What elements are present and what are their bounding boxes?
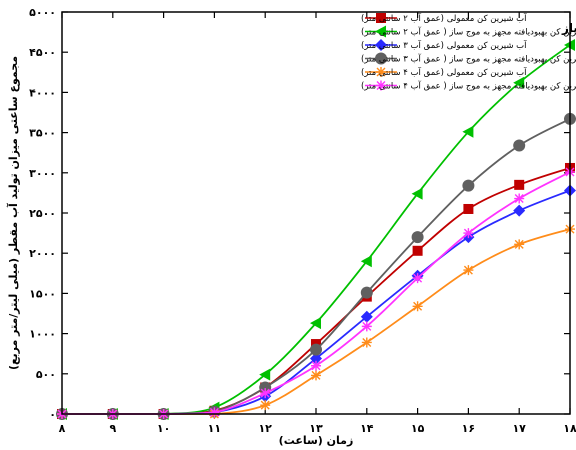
y-tick-label: ۱۰۰۰ [29,328,56,341]
x-axis-title: زمان (ساعت) [279,434,354,447]
x-tick-label: ۹ [109,422,116,435]
y-tick-label: ۴۰۰۰ [29,86,56,99]
data-point [514,239,525,250]
y-axis-title: مجموع ساعتی میزان تولید آب مقطر (میلی لی… [6,56,20,370]
data-point [310,343,322,356]
legend-label: آب شیرین کن معمولی (عمق آب ۲ سانتی متر) [361,12,527,24]
data-point [513,204,526,217]
legend: آب شیرین کن معمولی (عمق آب ۲ سانتی متر) آ… [361,12,576,92]
legend-item: آب شیرین کن معمولی (عمق آب ۴ سانتی متر) [361,66,527,78]
x-tick-label: ۱۸ [563,422,576,435]
data-point [462,179,475,192]
legend-marker [376,67,386,77]
data-point [260,400,271,411]
series-3 [56,184,576,420]
data-point [411,187,423,200]
chart-annotation: ۳ عدد موج ساز [561,21,576,36]
data-point [463,228,474,239]
series-6 [57,166,575,419]
data-point [260,388,271,399]
data-point [311,360,321,371]
data-point [361,337,372,348]
legend-item: آب شیرین کن بهبودیافته مجهز به موج ساز (… [361,25,576,38]
data-point [513,76,525,89]
data-point [463,203,474,214]
y-tick-label: ۰ [49,408,56,421]
legend-item: آب شیرین کن بهبودیافته مجهز به موج ساز (… [361,80,576,92]
data-point [412,273,423,284]
y-tick-label: ۴۵۰۰ [29,46,56,59]
y-tick-label: ۲۰۰۰ [29,247,56,260]
series-1 [57,162,575,419]
legend-marker [375,25,386,38]
legend-marker [375,39,387,51]
x-tick-label: ۱۳ [309,422,323,435]
data-point [412,301,423,312]
y-tick-label: ۲۵۰۰ [29,207,56,220]
x-tick-label: ۱۷ [512,422,526,435]
data-point [360,255,372,268]
data-point [463,265,474,276]
y-tick-label: ۱۵۰۰ [29,287,56,300]
x-tick-label: ۸ [59,422,66,435]
y-tick-label: ۳۰۰۰ [29,167,56,180]
data-point [462,125,474,138]
x-tick-label: ۱۱ [208,422,221,435]
series-line [61,189,571,415]
data-point [513,139,526,152]
x-tick-label: ۱۲ [258,422,272,435]
data-point [310,317,321,330]
data-point [209,407,220,418]
y-tick-label: ۳۵۰۰ [29,127,56,140]
data-point [360,286,373,299]
data-point [361,321,372,332]
y-tick-label: ۵۰۰ [36,368,56,381]
legend-item: آب شیرین کن معمولی (عمق آب ۲ سانتی متر) [361,12,527,24]
legend-marker [376,80,386,91]
y-tick-label: ۵۰۰۰ [29,6,56,19]
legend-marker [376,13,386,23]
data-point [514,179,525,190]
data-point [311,370,321,381]
x-tick-label: ۱۴ [360,422,374,435]
legend-marker [375,52,387,65]
legend-label: آب شیرین کن بهبودیافته مجهز به موج ساز (… [361,26,576,38]
x-tick-label: ۱۰ [157,422,170,435]
data-point [411,231,424,244]
x-axis-ticks: ۸ ۹ ۱۰ ۱۱ ۱۲ ۱۳ ۱۴ ۱۵ ۱۶ ۱۷ ۱۸ [59,12,576,435]
legend-item: آب شیرین کن معمولی (عمق آب ۳ سانتی متر) [361,39,527,51]
legend-label: آب شیرین کن بهبودیافته مجهز به موج ساز (… [361,80,576,92]
data-point [514,193,525,204]
data-point [360,310,373,323]
data-point [310,352,322,365]
legend-label: آب شیرین کن معمولی (عمق آب ۴ سانتی متر) [361,66,527,78]
legend-item: آب شیرین کن بهبودیافته مجهز به موج ساز (… [361,52,576,65]
data-point [259,368,271,381]
x-tick-label: ۱۵ [411,422,425,435]
data-point [412,245,423,256]
plot-frame [61,11,571,415]
x-tick-label: ۱۶ [462,422,475,435]
legend-label: آب شیرین کن معمولی (عمق آب ۳ سانتی متر) [361,39,527,51]
legend-label: آب شیرین کن بهبودیافته مجهز به موج ساز (… [361,53,576,65]
series-layer [56,38,576,420]
